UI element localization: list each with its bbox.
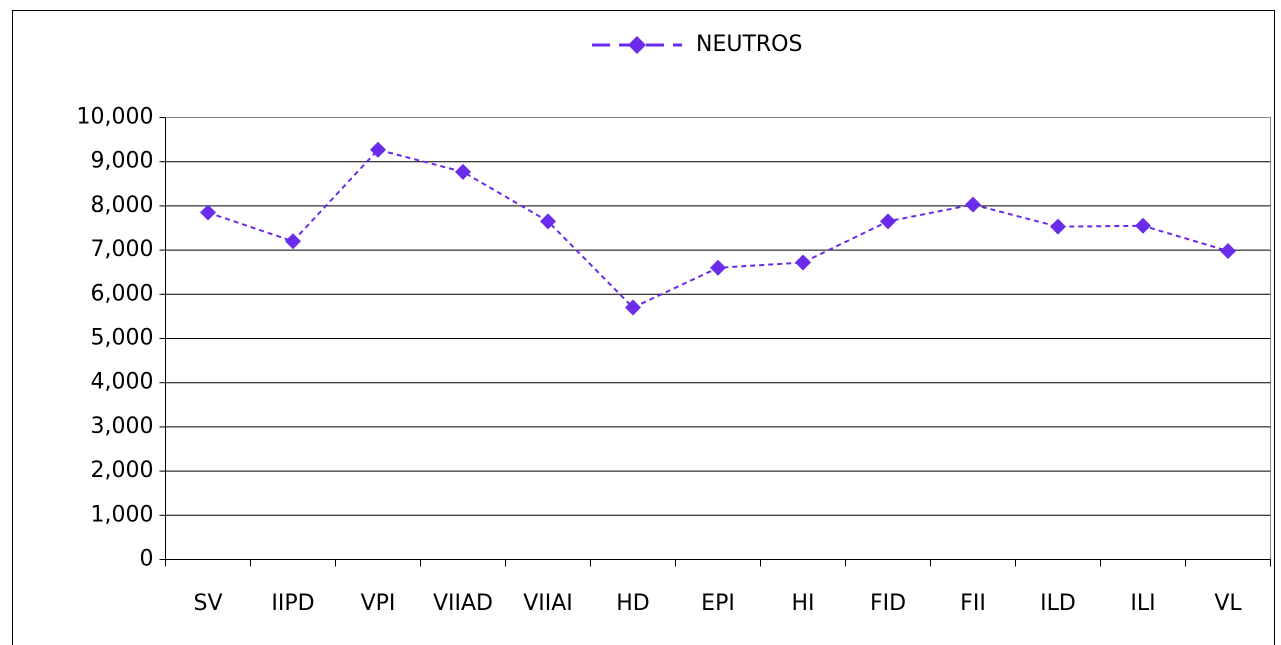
x-tick-label: ILD: [1040, 591, 1076, 616]
y-tick-label: 6,000: [91, 281, 154, 306]
point: [1135, 217, 1151, 234]
legend-label: NEUTROS: [696, 32, 802, 57]
point: [285, 233, 301, 250]
point: [880, 213, 896, 230]
x-tick-label: HI: [791, 591, 814, 616]
y-tick-label: 9,000: [91, 149, 154, 174]
x-tick-label: VPI: [361, 591, 396, 616]
x-tick-label: VL: [1214, 591, 1242, 616]
point: [710, 259, 726, 276]
x-tick-label: FII: [960, 591, 986, 616]
point: [965, 196, 981, 213]
y-tick-label: 4,000: [91, 370, 154, 395]
x-tick-label: FID: [870, 591, 906, 616]
point: [1220, 242, 1236, 259]
y-tick-label: 10,000: [77, 105, 154, 130]
y-tick-label: 7,000: [91, 237, 154, 262]
y-tick-label: 1,000: [91, 502, 154, 527]
y-tick-label: 0: [140, 547, 154, 572]
point: [1050, 218, 1066, 235]
point: [795, 254, 811, 271]
x-tick-label: VIIAD: [433, 591, 493, 616]
point: [540, 213, 556, 230]
y-tick-label: 2,000: [91, 458, 154, 483]
point: [200, 204, 216, 221]
point: [625, 299, 641, 316]
x-tick-label: IIPD: [271, 591, 314, 616]
point: [455, 163, 471, 180]
y-tick-label: 5,000: [91, 326, 154, 351]
point: [370, 141, 386, 158]
x-tick-label: SV: [193, 591, 222, 616]
x-tick-label: HD: [616, 591, 649, 616]
x-tick-label: EPI: [701, 591, 735, 616]
x-tick-label: ILI: [1130, 591, 1155, 616]
y-tick-label: 8,000: [91, 193, 154, 218]
y-tick-label: 3,000: [91, 414, 154, 439]
x-tick-label: VIIAI: [523, 591, 573, 616]
legend-marker: [628, 36, 646, 54]
